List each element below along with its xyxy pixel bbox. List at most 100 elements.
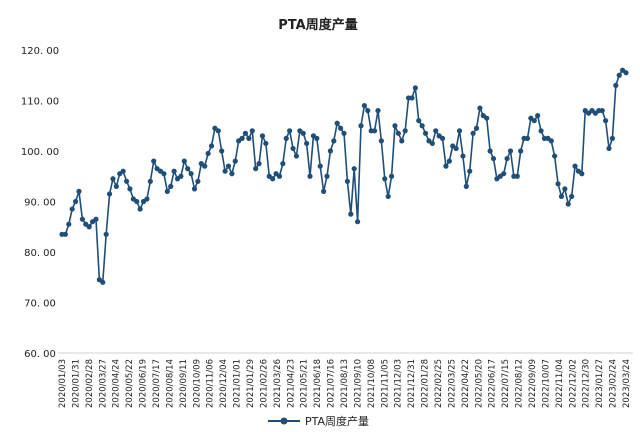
data-point xyxy=(178,173,184,179)
x-tick-label: 2020/08/14 xyxy=(165,359,175,408)
data-point xyxy=(429,140,435,147)
data-point xyxy=(341,130,347,136)
data-point xyxy=(501,171,507,177)
data-point xyxy=(419,123,425,129)
data-point xyxy=(623,70,629,76)
data-point xyxy=(409,95,415,101)
x-tick-label: 2022/12/02 xyxy=(568,359,578,408)
data-point xyxy=(304,140,310,147)
data-point xyxy=(120,168,126,174)
data-point xyxy=(412,85,418,91)
data-point xyxy=(487,148,493,154)
data-point xyxy=(470,130,476,136)
data-point xyxy=(327,148,334,154)
x-tick-label: 2023/03/24 xyxy=(622,359,632,408)
x-tick-label: 2021/11/05 xyxy=(380,359,390,408)
x-tick-label: 2022/01/28 xyxy=(421,359,431,408)
data-point xyxy=(443,163,449,169)
data-point xyxy=(293,153,300,159)
data-point xyxy=(334,120,340,126)
data-point xyxy=(137,206,143,212)
data-point xyxy=(69,206,75,212)
data-point xyxy=(300,130,306,136)
data-point xyxy=(433,128,439,134)
data-point xyxy=(164,188,170,194)
data-point xyxy=(467,168,473,174)
data-point xyxy=(460,153,466,159)
x-tick-label: 2021/12/31 xyxy=(407,359,417,408)
x-tick-label: 2020/09/11 xyxy=(179,359,189,408)
data-point xyxy=(609,135,616,141)
data-point xyxy=(307,173,313,179)
data-point xyxy=(463,183,469,189)
x-tick-label: 2020/01/03 xyxy=(58,359,68,408)
x-tick-label: 2020/03/27 xyxy=(98,359,108,408)
x-tick-label: 2021/02/26 xyxy=(259,359,269,408)
data-point xyxy=(314,135,320,141)
data-point xyxy=(123,178,130,184)
data-point xyxy=(456,128,463,134)
x-tick-label: 2021/01/01 xyxy=(233,359,243,408)
x-tick-label: 2021/01/29 xyxy=(246,359,256,408)
y-tick-label: 60. 00 xyxy=(24,349,56,360)
series-line xyxy=(62,69,627,284)
x-tick-label: 2021/07/16 xyxy=(327,359,337,408)
data-point xyxy=(603,118,609,124)
data-point xyxy=(392,123,398,129)
x-tick-label: 2020/06/19 xyxy=(139,359,149,408)
legend: PTA周度产量 xyxy=(268,414,369,428)
data-point xyxy=(229,171,235,177)
x-tick-label: 2021/06/18 xyxy=(313,359,323,408)
x-tick-label: 2022/07/15 xyxy=(501,359,511,408)
x-tick-label: 2022/11/04 xyxy=(555,359,565,408)
data-point xyxy=(147,178,153,184)
data-point xyxy=(263,140,269,147)
data-point xyxy=(113,183,119,189)
data-point xyxy=(127,186,133,192)
data-point xyxy=(348,211,354,217)
data-point xyxy=(100,279,106,285)
data-point xyxy=(439,135,446,141)
data-point xyxy=(215,128,221,134)
y-tick-label: 120. 00 xyxy=(21,46,59,57)
data-point xyxy=(202,163,208,169)
chart-title: PTA周度产量 xyxy=(278,17,357,33)
data-point xyxy=(507,148,514,154)
data-point xyxy=(242,130,249,136)
x-tick-label: 2020/12/04 xyxy=(219,359,229,408)
x-tick-label: 2020/04/24 xyxy=(112,359,122,408)
x-tick-label: 2021/09/10 xyxy=(353,359,363,408)
x-tick-label: 2021/12/03 xyxy=(394,359,404,408)
data-point xyxy=(453,145,459,152)
data-point xyxy=(151,158,157,164)
data-point xyxy=(134,198,140,205)
data-point xyxy=(422,130,429,136)
data-point xyxy=(338,125,344,131)
x-tick-label: 2022/05/20 xyxy=(474,359,484,408)
x-tick-label: 2020/01/31 xyxy=(71,359,81,408)
data-point xyxy=(246,135,252,141)
data-point xyxy=(535,113,541,119)
data-point xyxy=(321,188,327,194)
data-point xyxy=(385,193,391,200)
y-tick-label: 80. 00 xyxy=(24,248,56,259)
data-point xyxy=(168,183,174,189)
data-point xyxy=(416,118,422,124)
x-tick-label: 2021/10/08 xyxy=(367,359,377,408)
data-point xyxy=(208,143,215,149)
x-tick-label: 2022/09/09 xyxy=(528,359,538,408)
data-point xyxy=(103,231,109,237)
x-tick-label: 2023/02/24 xyxy=(609,359,619,408)
data-point xyxy=(378,138,384,144)
data-point xyxy=(270,176,276,182)
data-point xyxy=(93,216,99,222)
data-point xyxy=(446,158,452,164)
data-point xyxy=(290,145,296,152)
data-point xyxy=(371,128,378,134)
data-point xyxy=(565,201,571,207)
data-point xyxy=(395,130,401,136)
data-point xyxy=(399,138,405,144)
x-tick-label: 2022/10/07 xyxy=(541,359,551,408)
x-tick-label: 2020/05/22 xyxy=(125,359,135,408)
x-tick-label: 2023/01/27 xyxy=(595,359,605,408)
